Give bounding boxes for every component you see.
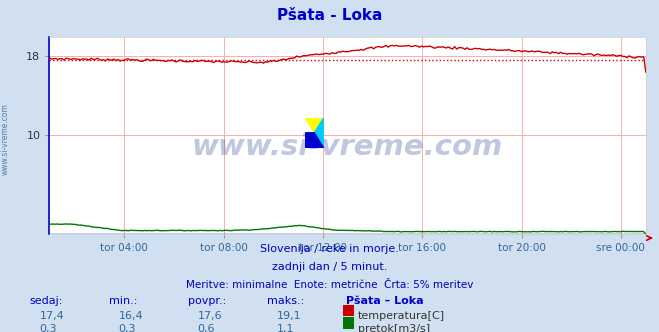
Polygon shape [314,118,324,148]
Text: www.si-vreme.com: www.si-vreme.com [1,104,10,175]
Text: 0,3: 0,3 [40,324,57,332]
Polygon shape [305,133,314,148]
Text: Pšata - Loka: Pšata - Loka [277,8,382,23]
Text: povpr.:: povpr.: [188,296,226,306]
Text: sedaj:: sedaj: [30,296,63,306]
Text: 16,4: 16,4 [119,311,143,321]
Text: maks.:: maks.: [267,296,304,306]
Text: 17,4: 17,4 [40,311,65,321]
Text: Meritve: minimalne  Enote: metrične  Črta: 5% meritev: Meritve: minimalne Enote: metrične Črta:… [186,280,473,290]
Text: 19,1: 19,1 [277,311,301,321]
Text: Slovenija / reke in morje.: Slovenija / reke in morje. [260,244,399,254]
Polygon shape [305,118,324,133]
Text: 1,1: 1,1 [277,324,295,332]
Text: Pšata – Loka: Pšata – Loka [346,296,424,306]
Text: temperatura[C]: temperatura[C] [358,311,445,321]
Text: 0,6: 0,6 [198,324,215,332]
Text: pretok[m3/s]: pretok[m3/s] [358,324,430,332]
Text: www.si-vreme.com: www.si-vreme.com [192,133,503,161]
Text: zadnji dan / 5 minut.: zadnji dan / 5 minut. [272,262,387,272]
Text: 0,3: 0,3 [119,324,136,332]
Text: 17,6: 17,6 [198,311,222,321]
Text: min.:: min.: [109,296,137,306]
Polygon shape [305,133,324,148]
